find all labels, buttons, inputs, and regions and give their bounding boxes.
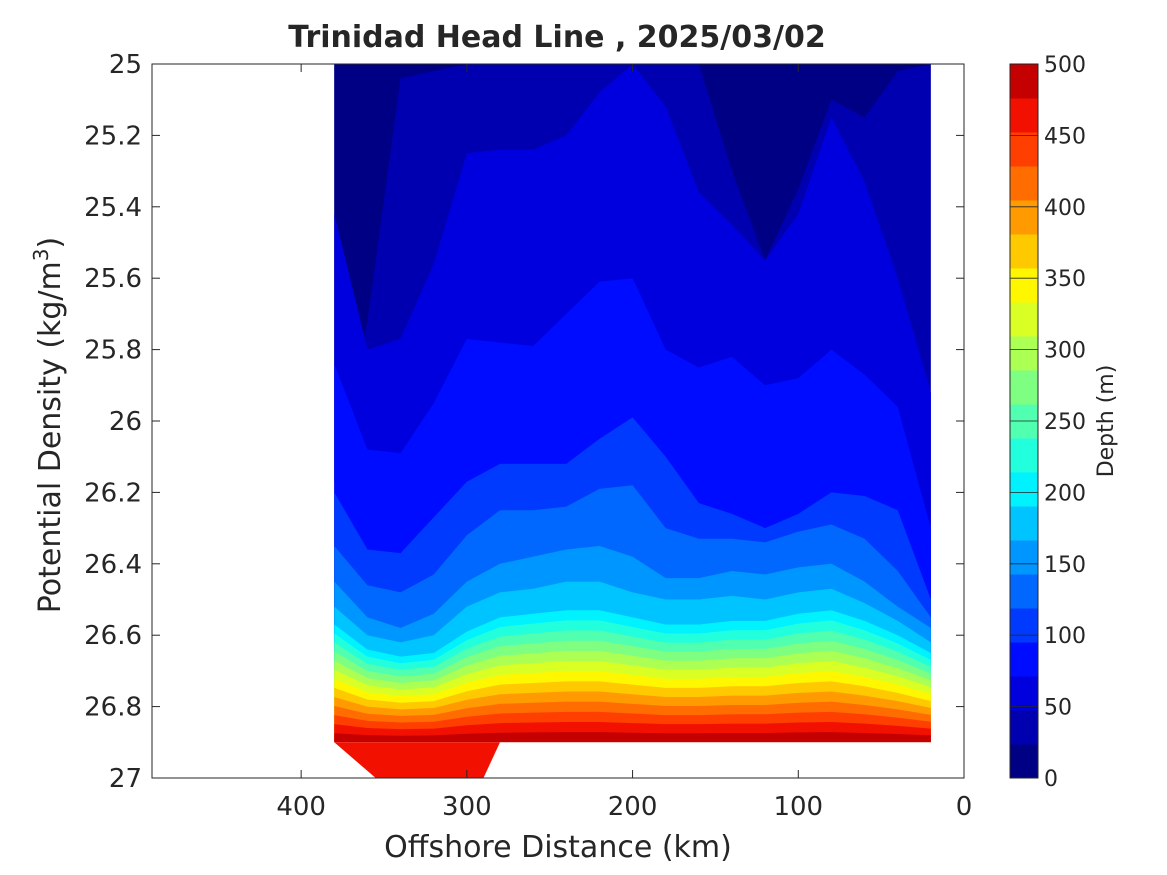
y-tick-label: 25.8 (84, 336, 142, 366)
y-tick-label: 26.6 (84, 621, 142, 651)
contour-fill (334, 64, 931, 778)
y-axis-label-suffix: ) (33, 237, 68, 249)
x-tick-label: 100 (773, 792, 823, 822)
colorbar-swatch (1010, 676, 1038, 711)
contour-band-deep-notch (334, 742, 500, 778)
colorbar: 0 50 100 150 200 250 300 350 400 450 500 (1009, 53, 1086, 792)
colorbar-swatch (1010, 744, 1038, 779)
colorbar-swatch (1010, 574, 1038, 609)
colorbar-tick-label: 350 (1044, 267, 1086, 292)
x-tick-label: 400 (276, 792, 326, 822)
colorbar-swatch (1010, 98, 1038, 133)
y-tick-label: 26.4 (84, 550, 142, 580)
colorbar-label: Depth (m) (1094, 365, 1119, 478)
y-axis: 25 25.2 25.4 25.6 25.8 26 26.2 26.4 26.6 26.8 27 (84, 50, 964, 794)
colorbar-tick-label: 100 (1044, 624, 1086, 649)
colorbar-swatch (1010, 234, 1038, 269)
chart-title: Trinidad Head Line , 2025/03/02 (288, 20, 825, 55)
y-axis-label-main: Potential Density (kg/m (33, 261, 68, 613)
colorbar-tick-label: 0 (1044, 767, 1058, 792)
x-axis-label: Offshore Distance (km) (384, 830, 732, 865)
x-tick-label: 300 (442, 792, 492, 822)
colorbar-tick-label: 450 (1044, 124, 1086, 149)
colorbar-tick-label: 150 (1044, 553, 1086, 578)
colorbar-swatch (1010, 370, 1038, 405)
colorbar-swatch (1010, 472, 1038, 507)
y-tick-label: 25.2 (84, 121, 142, 151)
colorbar-swatch (1010, 642, 1038, 677)
y-tick-label: 25.6 (84, 264, 142, 294)
y-tick-label: 26.8 (84, 693, 142, 723)
colorbar-tick-label: 200 (1044, 481, 1086, 506)
colorbar-tick-label: 250 (1044, 410, 1086, 435)
colorbar-swatch (1010, 540, 1038, 575)
y-axis-label-superscript: 3 (29, 248, 53, 261)
y-tick-label: 25.4 (84, 193, 142, 223)
y-axis-label: Potential Density (kg/m3) (29, 237, 68, 613)
colorbar-swatch (1010, 608, 1038, 643)
contour-band-0-25 (334, 64, 931, 482)
x-tick-label: 0 (956, 792, 973, 822)
colorbar-swatch (1010, 506, 1038, 541)
x-tick-label: 200 (608, 792, 658, 822)
contour-band-500-525 (334, 732, 931, 743)
colorbar-swatch (1010, 132, 1038, 167)
colorbar-swatch (1010, 438, 1038, 473)
colorbar-tick-label: 500 (1044, 53, 1086, 78)
colorbar-swatch (1010, 200, 1038, 235)
colorbar-swatch (1010, 710, 1038, 745)
colorbar-swatch (1010, 166, 1038, 201)
y-tick-label: 26 (109, 407, 142, 437)
colorbar-swatch (1010, 268, 1038, 303)
y-tick-label: 25 (109, 50, 142, 80)
colorbar-swatch (1010, 336, 1038, 371)
colorbar-tick-label: 50 (1044, 696, 1072, 721)
y-tick-label: 27 (109, 764, 142, 794)
colorbar-tick-label: 300 (1044, 339, 1086, 364)
colorbar-swatch (1010, 302, 1038, 337)
y-tick-label: 26.2 (84, 478, 142, 508)
colorbar-swatch (1010, 64, 1038, 99)
colorbar-tick-label: 400 (1044, 196, 1086, 221)
x-axis: 400 300 200 100 0 (276, 64, 972, 822)
